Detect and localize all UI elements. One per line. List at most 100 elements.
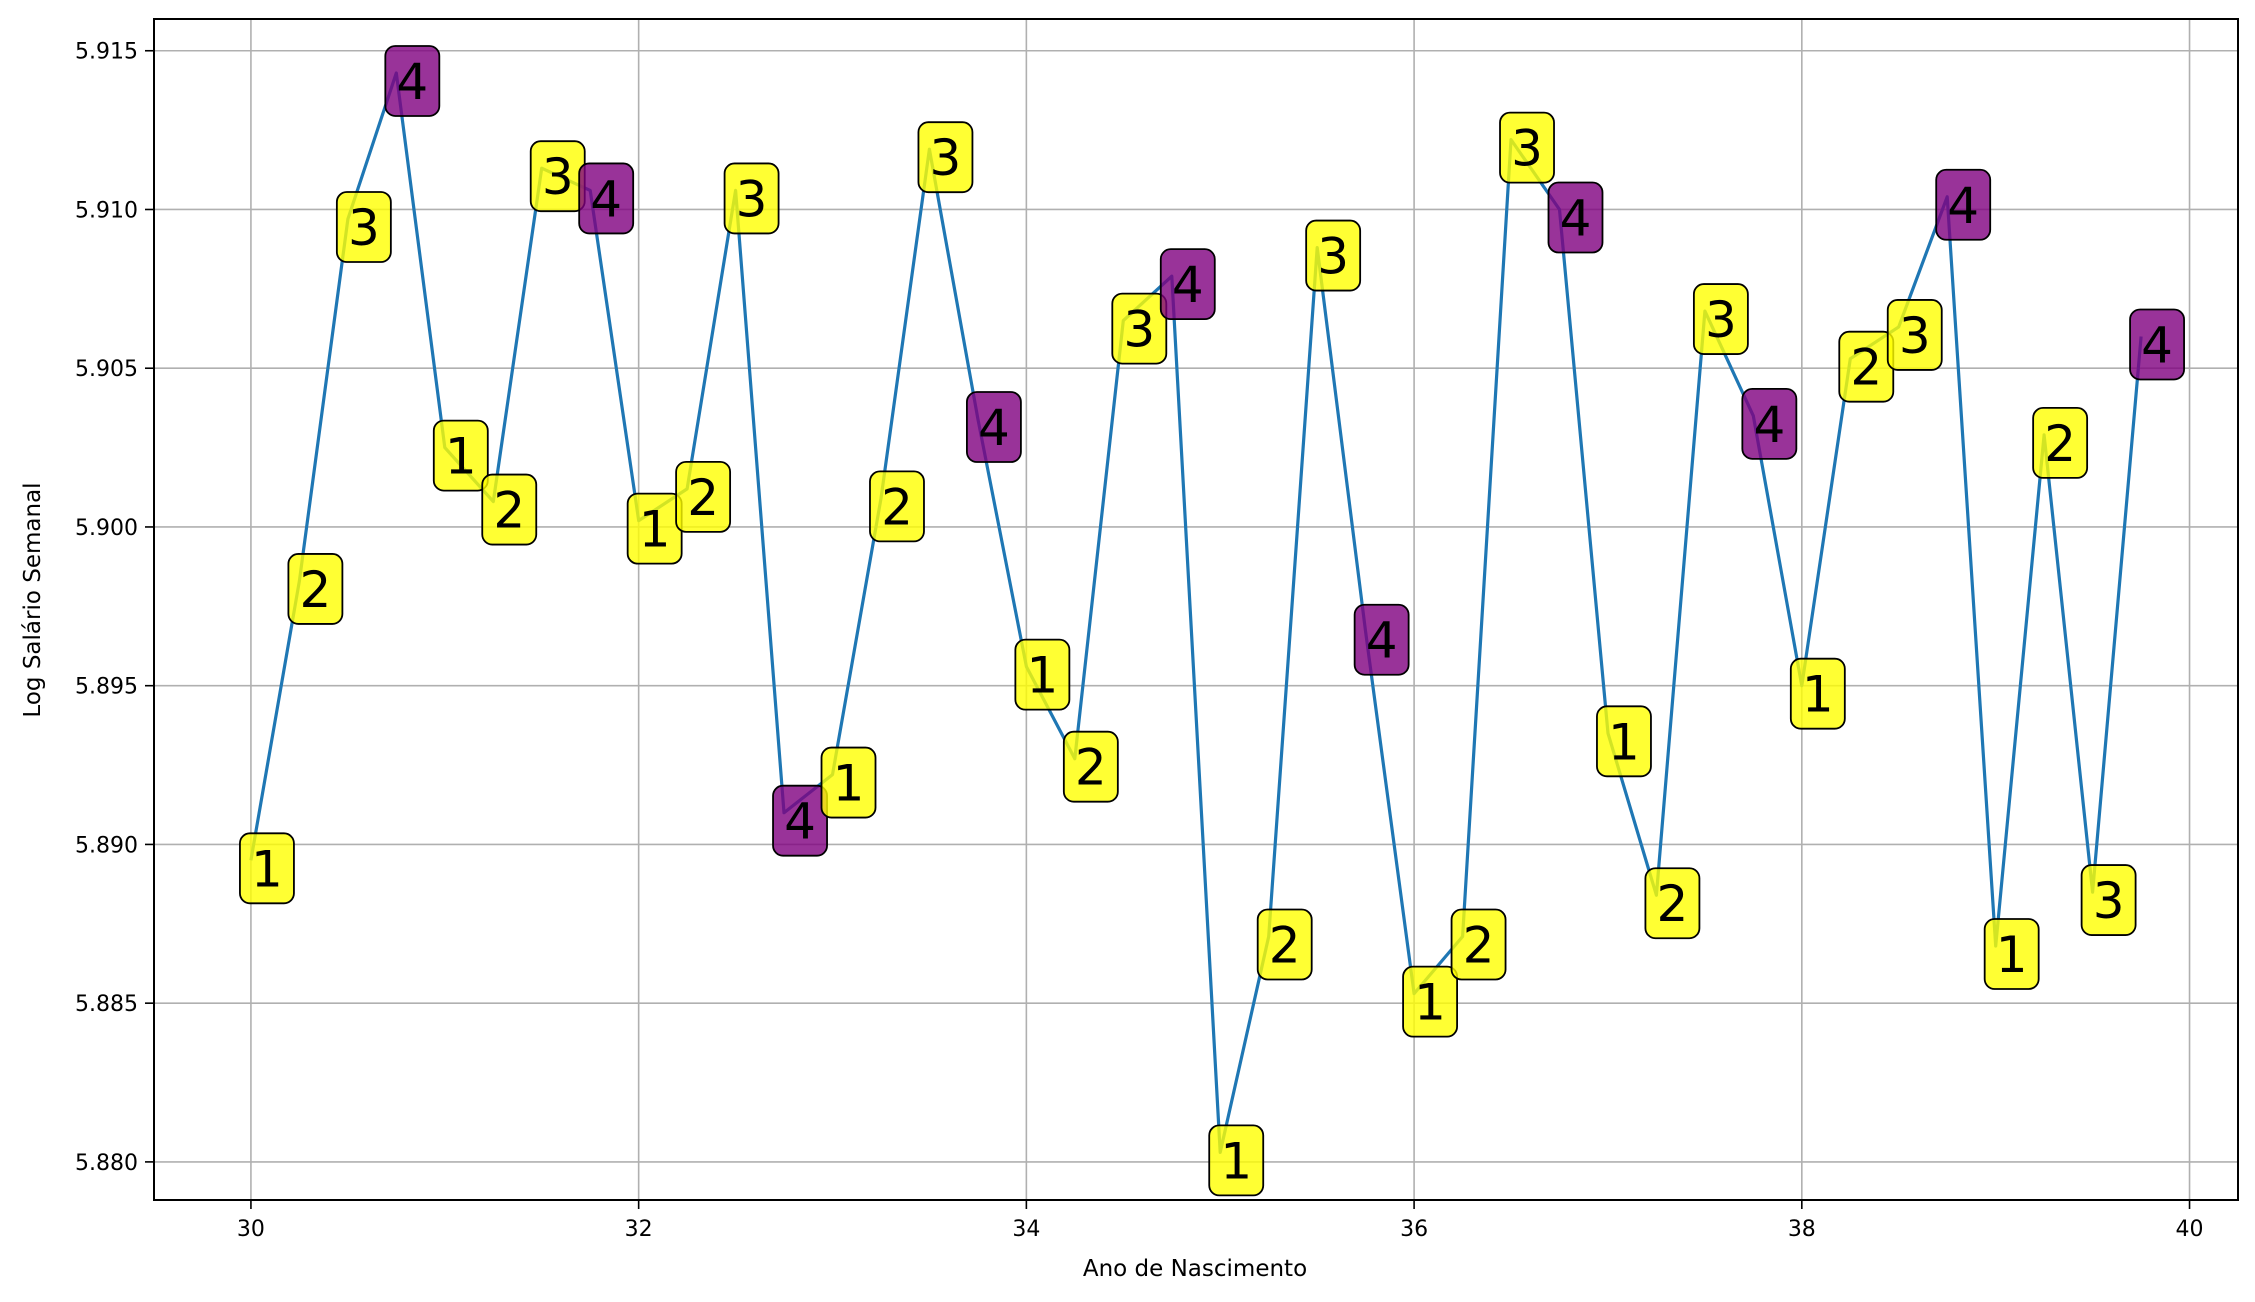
series-line bbox=[249, 71, 2143, 1155]
y-tick-label: 5.900 bbox=[75, 516, 138, 541]
quarter-label-text: 3 bbox=[1705, 291, 1737, 349]
quarter-label-text: 1 bbox=[251, 840, 283, 898]
quarter-label-text: 4 bbox=[396, 53, 428, 111]
y-tick-label: 5.910 bbox=[75, 198, 138, 223]
y-tick-label: 5.905 bbox=[75, 357, 138, 382]
quarter-label-box: 4 bbox=[772, 784, 828, 857]
quarter-label-bg bbox=[1983, 918, 2040, 990]
quarter-label-box: 3 bbox=[917, 121, 974, 194]
quarter-label-text: 1 bbox=[1802, 666, 1834, 724]
quarter-label-bg bbox=[772, 784, 828, 857]
quarter-label-box: 1 bbox=[1208, 1124, 1265, 1197]
quarter-label-text: 3 bbox=[1123, 301, 1155, 359]
quarter-label-text: 3 bbox=[348, 199, 380, 257]
quarter-label-bg bbox=[432, 419, 489, 492]
quarter-label-bg bbox=[1499, 111, 1555, 184]
quarter-label-text: 2 bbox=[1075, 739, 1107, 797]
quarter-label-box: 4 bbox=[1353, 603, 1410, 676]
quarter-label-bg bbox=[1062, 730, 1119, 803]
grid-lines bbox=[154, 19, 2238, 1200]
quarter-label-bg bbox=[1256, 908, 1313, 981]
y-tick-label: 5.915 bbox=[75, 40, 138, 65]
quarter-label-text: 3 bbox=[736, 170, 768, 228]
x-tick-label: 38 bbox=[1788, 1217, 1816, 1242]
quarter-label-bg bbox=[675, 460, 732, 533]
quarter-label-bg bbox=[2080, 864, 2137, 936]
quarter-label-bg bbox=[1305, 219, 1362, 292]
x-tick-label: 36 bbox=[1400, 1217, 1428, 1242]
y-tick-label: 5.890 bbox=[75, 833, 138, 858]
quarter-label-box: 2 bbox=[1062, 730, 1119, 803]
quarter-label-box: 2 bbox=[1256, 908, 1313, 981]
quarter-label-box: 4 bbox=[966, 391, 1022, 463]
quarter-label-bg bbox=[287, 553, 344, 625]
quarter-label-text: 4 bbox=[2141, 316, 2173, 374]
quarter-label-text: 2 bbox=[1463, 916, 1495, 974]
quarter-label-text: 1 bbox=[833, 755, 865, 813]
quarter-label-text: 2 bbox=[687, 469, 719, 527]
quarter-label-bg bbox=[966, 391, 1022, 463]
quarter-label-bg bbox=[1159, 248, 1216, 321]
quarter-label-bg bbox=[1111, 292, 1168, 365]
quarter-label-box: 4 bbox=[578, 162, 635, 235]
quarter-label-text: 1 bbox=[1608, 713, 1640, 771]
quarter-label-text: 4 bbox=[1172, 256, 1204, 314]
quarter-label-box: 4 bbox=[1547, 181, 1604, 254]
quarter-label-text: 4 bbox=[1560, 189, 1592, 247]
quarter-label-bg bbox=[578, 162, 635, 235]
quarter-label-text: 4 bbox=[1366, 612, 1398, 670]
quarter-label-text: 1 bbox=[445, 428, 477, 486]
quarter-label-text: 3 bbox=[930, 129, 962, 187]
quarter-label-text: 3 bbox=[2093, 872, 2125, 930]
quarter-label-bg bbox=[1741, 387, 1798, 460]
quarter-label-bg bbox=[1450, 908, 1507, 981]
quarter-label-text: 3 bbox=[1511, 120, 1543, 178]
x-tick-label: 40 bbox=[2176, 1217, 2204, 1242]
quarter-label-text: 4 bbox=[978, 399, 1010, 457]
quarter-label-text: 3 bbox=[1899, 307, 1931, 365]
quarter-label-box: 1 bbox=[239, 832, 295, 905]
quarter-label-bg bbox=[2032, 406, 2089, 479]
quarter-label-text: 4 bbox=[1947, 177, 1979, 235]
y-axis-label: Log Salário Semanal bbox=[20, 482, 46, 717]
quarter-label-box: 2 bbox=[1450, 908, 1507, 981]
quarter-label-text: 4 bbox=[590, 170, 622, 228]
quarter-label-box: 3 bbox=[1305, 219, 1362, 292]
x-axis-label: Ano de Nascimento bbox=[1083, 1256, 1307, 1282]
quarter-label-box: 4 bbox=[2129, 308, 2185, 381]
quarter-label-box: 3 bbox=[335, 191, 392, 263]
quarter-label-bg bbox=[1644, 867, 1701, 940]
quarter-label-bg bbox=[1935, 168, 1992, 241]
quarter-label-box: 2 bbox=[287, 553, 344, 625]
quarter-label-bg bbox=[1014, 638, 1071, 711]
quarter-label-box: 1 bbox=[432, 419, 489, 492]
quarter-label-box: 2 bbox=[675, 460, 732, 533]
quarter-label-box: 2 bbox=[869, 470, 925, 543]
quarter-label-box: 3 bbox=[1886, 299, 1943, 371]
quarter-label-box: 2 bbox=[481, 473, 538, 546]
quarter-label-bg bbox=[1692, 283, 1749, 355]
x-tick-label: 32 bbox=[625, 1217, 653, 1242]
quarter-label-text: 2 bbox=[881, 478, 913, 536]
quarter-label-text: 3 bbox=[542, 148, 574, 206]
quarter-label-text: 1 bbox=[639, 501, 671, 559]
quarter-label-text: 4 bbox=[1753, 396, 1785, 454]
quarter-label-bg bbox=[917, 121, 974, 194]
quarter-label-box: 1 bbox=[820, 746, 877, 819]
quarter-label-text: 4 bbox=[784, 793, 816, 851]
quarter-label-box: 2 bbox=[2032, 406, 2089, 479]
quarter-label-bg bbox=[1886, 299, 1943, 371]
y-axis-ticks: 5.880 5.885 5.890 5.895 5.900 5.905 5.910 5.915 bbox=[75, 40, 154, 1176]
quarter-label-box: 3 bbox=[2080, 864, 2137, 936]
quarter-label-text: 2 bbox=[493, 482, 525, 540]
quarter-label-box: 3 bbox=[723, 162, 780, 235]
quarter-label-bg bbox=[1596, 705, 1652, 778]
quarter-label-box: 3 bbox=[529, 140, 586, 213]
y-tick-label: 5.885 bbox=[75, 992, 138, 1017]
quarter-label-text: 1 bbox=[1996, 926, 2028, 984]
y-tick-label: 5.880 bbox=[75, 1151, 138, 1176]
quarter-label-text: 2 bbox=[1850, 339, 1882, 397]
quarter-label-box: 1 bbox=[1596, 705, 1652, 778]
